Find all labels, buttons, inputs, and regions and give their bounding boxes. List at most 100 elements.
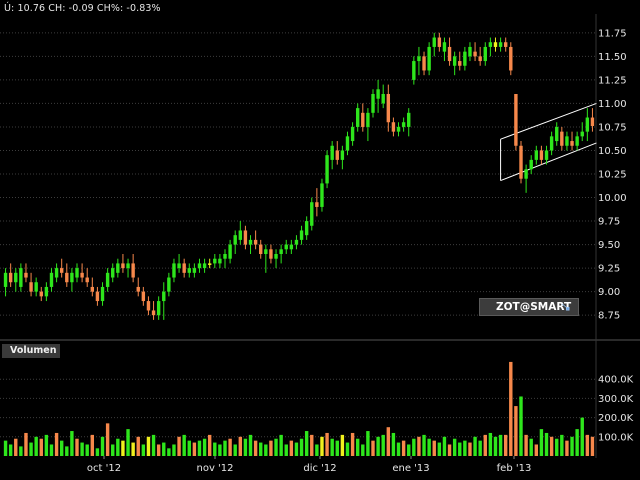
candle-body xyxy=(458,61,462,66)
candle xyxy=(350,122,355,146)
candle xyxy=(243,225,248,250)
volume-bar xyxy=(294,442,299,456)
candle-body xyxy=(442,42,447,52)
candle xyxy=(407,108,411,137)
candle xyxy=(355,103,360,132)
volume-bar xyxy=(264,444,268,456)
candle xyxy=(29,272,33,297)
candle-body xyxy=(44,286,49,297)
candle-body xyxy=(167,277,171,292)
volume-bar xyxy=(361,444,365,456)
candle-body xyxy=(126,263,130,269)
price-tick-label: 11.00 xyxy=(598,99,627,110)
volume-bar xyxy=(315,444,319,456)
volume-bar xyxy=(355,438,360,456)
candle xyxy=(468,42,472,62)
candle-body xyxy=(473,51,477,57)
volume-bar xyxy=(146,436,151,456)
candle-body xyxy=(248,239,253,245)
volume-bar xyxy=(70,431,74,456)
candle xyxy=(555,122,559,146)
candle xyxy=(274,249,278,269)
volume-bar xyxy=(412,438,416,456)
candle-body xyxy=(238,230,243,240)
candle-body xyxy=(320,183,324,207)
volume-bar xyxy=(182,434,186,456)
candle-body xyxy=(95,291,100,302)
candle xyxy=(95,286,100,306)
candle xyxy=(310,197,314,231)
channel-lower-line xyxy=(500,142,597,182)
candle xyxy=(3,268,8,297)
volume-bar xyxy=(243,438,248,456)
volume-bar xyxy=(534,444,539,456)
date-tick-label: dic '12 xyxy=(303,463,336,474)
price-tick-label: 10.75 xyxy=(598,122,627,133)
price-tick-label: 9.00 xyxy=(598,287,620,298)
candle xyxy=(162,282,166,320)
candle xyxy=(539,145,544,165)
candle-body xyxy=(412,61,416,80)
volume-bar xyxy=(177,436,181,456)
volume-bar xyxy=(116,438,120,456)
candle-body xyxy=(345,136,350,151)
candle-body xyxy=(427,46,431,71)
candle xyxy=(396,122,401,137)
candle-body xyxy=(396,126,401,132)
volume-bar xyxy=(284,444,288,456)
price-tick-label: 10.00 xyxy=(598,193,627,204)
volume-bars[interactable] xyxy=(3,361,595,456)
candle xyxy=(264,244,268,273)
candles[interactable] xyxy=(3,32,595,320)
volume-tick-label: 400.0K xyxy=(598,375,634,386)
candle xyxy=(223,249,227,269)
candle xyxy=(509,42,513,76)
candle xyxy=(141,286,146,306)
volume-bar xyxy=(207,434,212,456)
candle xyxy=(192,263,197,278)
volume-bar xyxy=(422,434,426,456)
candle-body xyxy=(253,239,258,245)
candle xyxy=(284,239,288,254)
volume-bar xyxy=(49,444,54,456)
volume-bar xyxy=(570,436,574,456)
candle xyxy=(304,216,309,240)
candle-body xyxy=(350,126,355,142)
volume-bar xyxy=(218,444,222,456)
candle xyxy=(39,286,43,302)
candle xyxy=(19,263,23,292)
volume-bar xyxy=(544,432,549,456)
volume-bar xyxy=(187,440,191,456)
volume-bar xyxy=(105,423,110,456)
volume-bar xyxy=(376,436,380,456)
volume-bar xyxy=(172,444,176,456)
volume-bar xyxy=(310,434,314,456)
candle-body xyxy=(8,272,13,283)
zoom-smart-button[interactable]: ZOT@SMART xyxy=(479,298,579,316)
candle-body xyxy=(325,155,329,184)
badge-label: ZOT@SMART xyxy=(496,301,572,313)
volume-bar xyxy=(539,429,544,456)
volume-tick-label: 300.0K xyxy=(598,394,634,405)
candle xyxy=(514,94,518,151)
volume-bar xyxy=(483,434,487,456)
volume-bar xyxy=(417,436,421,456)
candle xyxy=(289,239,294,254)
candle-body xyxy=(177,263,181,269)
date-tick-label: oct '12 xyxy=(87,463,121,474)
volume-bar xyxy=(473,436,477,456)
candle-body xyxy=(289,244,294,250)
candle-body xyxy=(386,94,391,123)
volume-bar xyxy=(111,444,115,456)
candle xyxy=(299,225,304,245)
candle xyxy=(85,268,89,287)
candle-body xyxy=(447,46,452,62)
volume-bar xyxy=(197,440,202,456)
candle-body xyxy=(228,244,232,259)
candle-body xyxy=(468,46,472,57)
candle xyxy=(269,244,273,264)
candle xyxy=(503,37,508,52)
date-tick-label: ene '13 xyxy=(392,463,429,474)
candle-body xyxy=(24,272,28,278)
candle-body xyxy=(366,112,370,127)
